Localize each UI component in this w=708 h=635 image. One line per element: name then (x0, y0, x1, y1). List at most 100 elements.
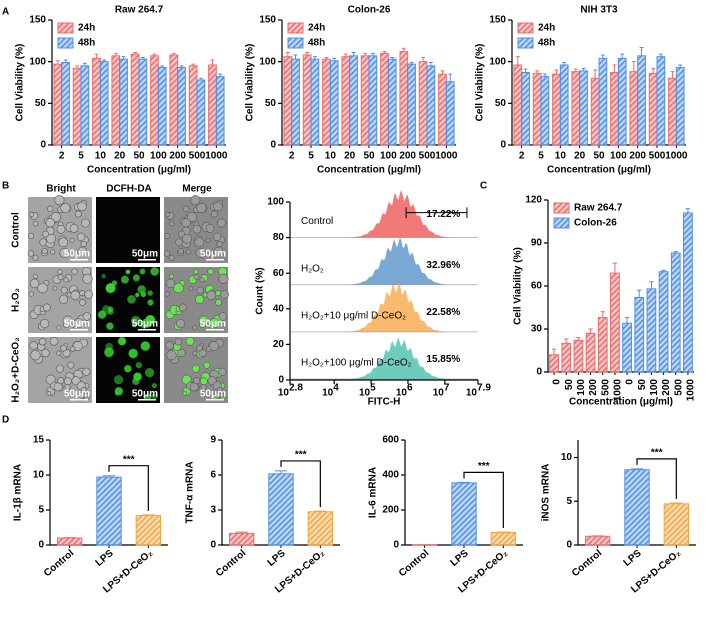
error-bar (564, 338, 569, 344)
error-bar (171, 52, 176, 55)
cell (30, 350, 41, 361)
row-label: Control (11, 212, 22, 248)
x-tick-exponent: 7.9 (477, 383, 491, 394)
bar (559, 64, 569, 146)
bar (656, 56, 666, 146)
bar (368, 55, 378, 146)
x-tick-label: 10 (555, 151, 567, 162)
cell (76, 232, 86, 242)
bar (188, 65, 198, 146)
bar (387, 58, 397, 146)
cell (80, 386, 87, 393)
fluorescent-cell (144, 368, 155, 378)
scale-bar (70, 259, 88, 261)
cell (218, 273, 229, 284)
bar (637, 55, 646, 146)
error-bar (670, 502, 683, 504)
cell (196, 344, 203, 352)
cell (64, 384, 71, 391)
fluorescent-cell (151, 393, 158, 400)
cell (29, 341, 38, 350)
y-tick-label: 400 (382, 470, 399, 481)
x-tick-label: 1000 (613, 379, 624, 402)
bar (150, 55, 159, 146)
legend-label: 48h (78, 38, 95, 49)
cell (163, 250, 171, 257)
bar (445, 81, 455, 146)
fluorescent-cell (106, 322, 114, 330)
cell (190, 195, 201, 206)
cell (206, 319, 212, 325)
cell (28, 232, 35, 239)
bar (646, 288, 657, 373)
row-label: H₂O₂+D-CeO₂ (11, 337, 22, 402)
cell (56, 350, 62, 356)
fluorescent-cell (101, 274, 106, 279)
error-bar (160, 65, 165, 68)
scale-bar (138, 329, 156, 331)
legend-swatch (287, 22, 304, 34)
x-tick-label: 100 (576, 379, 587, 396)
cell (42, 230, 49, 238)
fluorescent-cell (140, 341, 151, 351)
bar (135, 515, 162, 546)
x-tick-label: 20 (114, 151, 126, 162)
cell (55, 364, 64, 373)
cell (52, 285, 58, 291)
cell (181, 218, 191, 228)
panel-label: D (2, 415, 9, 426)
fluorescent-cell (113, 374, 124, 385)
legend-swatch (57, 22, 74, 34)
error-bar (332, 57, 337, 61)
error-bar (285, 52, 290, 57)
gate-percentage: 32.96% (426, 260, 460, 271)
error-bar (343, 53, 348, 57)
fluorescent-cell (125, 269, 131, 275)
bar (648, 72, 658, 146)
y-tick-label: 3 (210, 505, 216, 516)
cell (33, 273, 39, 279)
y-tick-label: 100 (259, 56, 276, 67)
x-tick-label: 2 (519, 151, 525, 162)
bar (634, 296, 645, 373)
error-bar (448, 73, 453, 82)
cell (188, 285, 194, 291)
error-bar (102, 475, 116, 478)
panel-label: C (480, 181, 487, 192)
y-tick-label: 150 (259, 15, 276, 26)
error-bar (274, 470, 288, 474)
cell (60, 344, 67, 352)
significance-bracket (636, 458, 677, 499)
x-tick-label: 10 (325, 151, 337, 162)
y-axis-label: IL-6 mRNA (368, 467, 379, 518)
cell (63, 377, 72, 386)
fluorescent-cell (127, 295, 136, 304)
cell (63, 277, 69, 283)
legend-label: 48h (308, 38, 325, 49)
bar (360, 55, 370, 146)
cell (42, 303, 51, 312)
scale-bar (138, 259, 156, 261)
error-bar (562, 62, 567, 65)
x-tick-exponent: 6 (407, 383, 413, 394)
cell (216, 386, 223, 393)
error-bar (651, 67, 656, 74)
error-bar (75, 65, 80, 69)
bar (322, 58, 331, 146)
cell (177, 248, 184, 255)
cell (195, 294, 205, 304)
cell (165, 211, 171, 217)
x-axis-label: Concentration (μg/ml) (317, 165, 421, 176)
error-bar (94, 53, 99, 59)
bar (130, 53, 140, 146)
histogram (308, 237, 453, 285)
cell (50, 249, 56, 255)
cell (215, 290, 222, 297)
significance-label: *** (295, 450, 307, 461)
error-bar (191, 63, 196, 66)
cell (67, 361, 75, 369)
error-bar (312, 56, 317, 60)
chart-title: Colon-26 (348, 5, 391, 16)
cell (70, 346, 76, 352)
cell (193, 377, 201, 385)
